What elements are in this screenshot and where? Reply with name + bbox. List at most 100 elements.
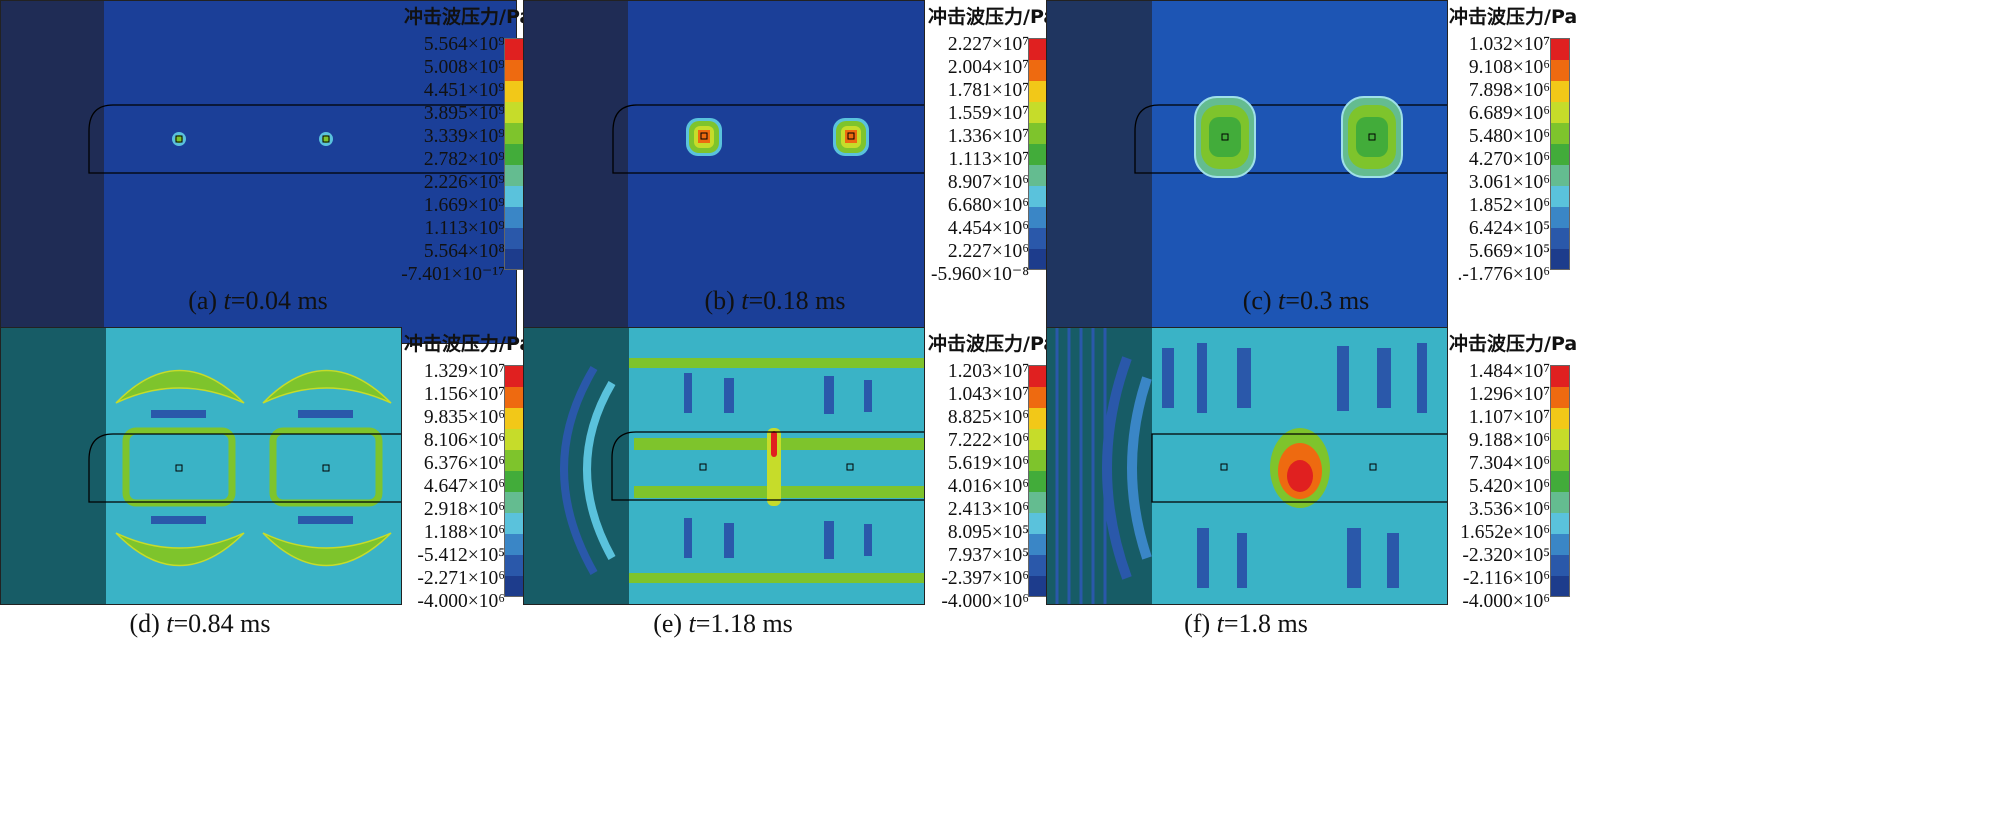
legend-ticks-c: 1.032×10⁷ 9.108×10⁶ 7.898×10⁶ 6.689×10⁶ …	[1432, 34, 1550, 285]
tick-e-2: 8.825×10⁶	[947, 407, 1029, 428]
tick-b-4: 1.336×10⁷	[947, 126, 1029, 147]
caption-e-prefix: (e)	[653, 609, 689, 638]
contour-plot-e	[523, 327, 925, 605]
colorbar-cell	[505, 513, 523, 534]
tunnel-outline-b	[612, 104, 924, 174]
contour-svg-a	[1, 1, 516, 343]
tick-a-0: 5.564×10⁹	[423, 34, 505, 55]
tick-d-4: 6.376×10⁶	[423, 453, 505, 474]
legend-title-e: 冲击波压力/Pa	[928, 333, 1057, 355]
tick-d-6: 2.918×10⁶	[423, 499, 505, 520]
colorbar-cell	[1551, 534, 1569, 555]
field-d	[106, 328, 401, 604]
tick-c-8: 6.424×10⁵	[1468, 218, 1550, 239]
tunnel-outline-e	[611, 431, 924, 501]
tick-f-7: 1.652e×10⁶	[1460, 522, 1550, 543]
tick-a-5: 2.782×10⁹	[423, 149, 505, 170]
legend-ticks-e: 1.203×10⁷ 1.043×10⁷ 8.825×10⁶ 7.222×10⁶ …	[911, 361, 1029, 612]
charge-marker-c2	[1368, 133, 1376, 141]
tick-f-4: 7.304×10⁶	[1468, 453, 1550, 474]
field-b	[628, 1, 924, 343]
tick-a-7: 1.669×10⁹	[423, 195, 505, 216]
center-hotspot-f	[1270, 428, 1330, 508]
colorbar-c	[1550, 38, 1570, 270]
tick-f-10: -4.000×10⁶	[1462, 591, 1550, 612]
caption-d-var: t	[166, 609, 174, 638]
tick-f-1: 1.296×10⁷	[1468, 384, 1550, 405]
charge-marker-a2	[322, 135, 330, 143]
tick-c-2: 7.898×10⁶	[1468, 80, 1550, 101]
tick-e-3: 7.222×10⁶	[947, 430, 1029, 451]
caption-e-var: t	[688, 609, 696, 638]
contour-plot-b	[523, 0, 925, 344]
tick-d-3: 8.106×10⁶	[423, 430, 505, 451]
caption-b-var: t	[741, 286, 749, 315]
charge-marker-b2	[847, 132, 855, 140]
caption-d-value: =0.84 ms	[173, 609, 271, 638]
tick-d-9: -2.271×10⁶	[417, 568, 505, 589]
colorbar-cell	[1551, 429, 1569, 450]
colorbar-cell	[1551, 555, 1569, 576]
caption-d-prefix: (d)	[129, 609, 167, 638]
blue-streaks-e	[684, 373, 872, 559]
colorbar-cell	[505, 249, 523, 269]
charge-marker-e2	[846, 463, 854, 471]
caption-a: (a) t=0.04 ms	[58, 286, 458, 316]
colorbar-cell	[505, 429, 523, 450]
tick-c-9: 5.669×10⁵	[1468, 241, 1550, 262]
tick-e-8: 7.937×10⁵	[947, 545, 1029, 566]
colorbar-cell	[1029, 576, 1047, 596]
contour-svg-b	[524, 1, 924, 343]
tick-f-6: 3.536×10⁶	[1468, 499, 1550, 520]
colorbar-cell	[1551, 228, 1569, 249]
tick-a-6: 2.226×10⁹	[423, 172, 505, 193]
colorbar-cell	[1029, 249, 1047, 269]
wall-b	[524, 1, 628, 343]
colorbar-cell	[1551, 165, 1569, 186]
colorbar-cell	[1551, 249, 1569, 269]
legend-title-f: 冲击波压力/Pa	[1449, 333, 1578, 355]
charge-marker-f2	[1369, 463, 1377, 471]
reflected-arcs-e	[560, 365, 616, 575]
colorbar-cell	[505, 144, 523, 165]
tick-f-2: 1.107×10⁷	[1468, 407, 1550, 428]
colorbar-cell	[505, 555, 523, 576]
contour-svg-e	[524, 328, 924, 604]
tick-e-10: -4.000×10⁶	[941, 591, 1029, 612]
colorbar-cell	[1029, 123, 1047, 144]
wall-e	[524, 328, 629, 604]
colorbar-cell	[1551, 576, 1569, 596]
colorbar-cell	[505, 186, 523, 207]
caption-b-value: =0.18 ms	[748, 286, 846, 315]
colorbar-cell	[1029, 429, 1047, 450]
tick-e-4: 5.619×10⁶	[947, 453, 1029, 474]
colorbar-cell	[505, 408, 523, 429]
tick-d-8: -5.412×10⁵	[417, 545, 505, 566]
colorbar-cell	[1029, 366, 1047, 387]
charge-marker-b1	[700, 132, 708, 140]
caption-c-prefix: (c)	[1242, 286, 1279, 315]
tick-a-10: -7.401×10⁻¹⁷	[401, 264, 505, 285]
tick-d-2: 9.835×10⁶	[423, 407, 505, 428]
colorbar-f	[1550, 365, 1570, 597]
caption-a-value: =0.04 ms	[230, 286, 328, 315]
legend-title-d: 冲击波压力/Pa	[404, 333, 533, 355]
tick-d-1: 1.156×10⁷	[423, 384, 505, 405]
colorbar-cell	[1029, 555, 1047, 576]
contour-plot-c	[1046, 0, 1448, 344]
caption-f-value: =1.8 ms	[1223, 609, 1308, 638]
tick-c-7: 1.852×10⁶	[1468, 195, 1550, 216]
tick-c-5: 4.270×10⁶	[1468, 149, 1550, 170]
tick-a-2: 4.451×10⁹	[423, 80, 505, 101]
tick-b-7: 6.680×10⁶	[947, 195, 1029, 216]
caption-a-var: t	[223, 286, 231, 315]
reflected-arcs-f	[1102, 356, 1152, 580]
colorbar-cell	[505, 492, 523, 513]
colorbar-cell	[1029, 165, 1047, 186]
contour-svg-d	[1, 328, 401, 604]
contour-svg-f	[1047, 328, 1447, 604]
colorbar-cell	[1029, 513, 1047, 534]
center-hotspot-e	[767, 428, 781, 506]
tick-b-0: 2.227×10⁷	[947, 34, 1029, 55]
tick-c-0: 1.032×10⁷	[1468, 34, 1550, 55]
